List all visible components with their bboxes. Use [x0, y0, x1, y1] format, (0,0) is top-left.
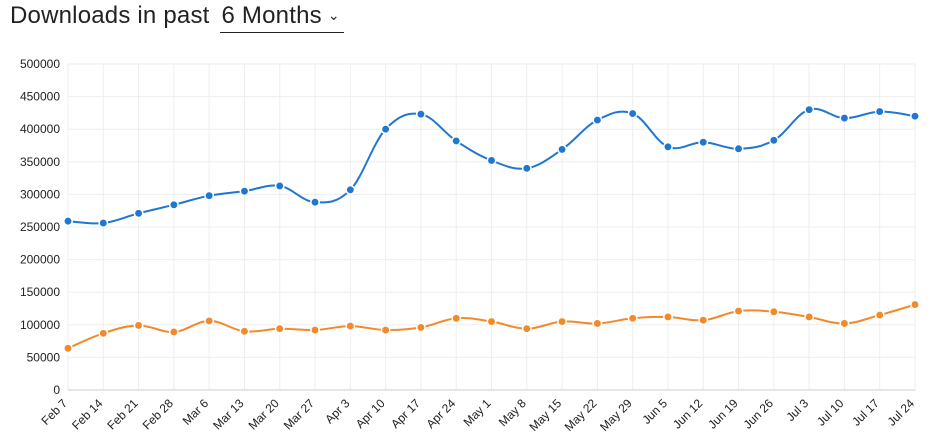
- series-2-point: [592, 318, 603, 329]
- x-tick-label: Apr 24: [423, 396, 458, 431]
- x-tick-label: Apr 3: [322, 396, 352, 426]
- series-1-point: [380, 124, 391, 135]
- y-tick-label: 100000: [20, 318, 60, 332]
- series-2-point: [557, 316, 568, 327]
- series-1-point: [451, 135, 462, 146]
- series-2-point: [204, 315, 215, 326]
- series-1-point: [557, 144, 568, 155]
- series-1-point: [168, 199, 179, 210]
- x-tick-label: Jul 24: [885, 396, 918, 429]
- series-2-point: [63, 343, 73, 354]
- y-tick-label: 500000: [20, 57, 60, 71]
- x-tick-label: Jun 19: [705, 396, 741, 432]
- series-2-point: [239, 326, 250, 337]
- series-1-point: [345, 184, 356, 195]
- x-tick-label: Jun 5: [639, 396, 670, 427]
- x-tick-label: Feb 14: [69, 396, 106, 433]
- series-2-point: [310, 325, 320, 335]
- series-2-point: [910, 299, 920, 310]
- series-2-point: [451, 313, 462, 324]
- series-1-point: [733, 143, 744, 154]
- series-2-point: [168, 327, 179, 337]
- y-tick-label: 0: [53, 383, 60, 397]
- x-tick-label: Apr 17: [388, 396, 423, 431]
- series-2-point: [698, 315, 709, 326]
- series-2-point: [733, 306, 744, 317]
- x-tick-label: Jun 12: [670, 396, 706, 432]
- series-2-point: [874, 310, 885, 320]
- x-tick-label: May 1: [461, 396, 494, 429]
- series-2-point: [768, 306, 779, 317]
- series-2-point: [98, 328, 109, 339]
- x-tick-label: Feb 21: [104, 396, 141, 433]
- chevron-down-icon: ⌄: [327, 7, 340, 23]
- series-1-point: [310, 197, 320, 208]
- series-1-point: [274, 180, 285, 191]
- series-1-point: [415, 109, 426, 120]
- series-2-point: [627, 313, 638, 324]
- series-2-point: [521, 323, 532, 334]
- series-1-point: [663, 141, 673, 152]
- x-tick-label: Jul 3: [783, 396, 811, 424]
- x-tick-label: May 8: [496, 396, 529, 429]
- series-1-point: [204, 190, 215, 201]
- y-tick-label: 300000: [20, 187, 60, 201]
- y-tick-label: 50000: [27, 350, 61, 364]
- x-tick-label: Mar 20: [246, 396, 283, 433]
- x-tick-label: May 15: [526, 396, 564, 434]
- series-1-point: [133, 208, 144, 219]
- x-tick-label: Jul 17: [849, 396, 882, 429]
- series-1-point: [627, 108, 638, 119]
- series-2-point: [133, 320, 144, 331]
- y-tick-label: 200000: [20, 253, 60, 267]
- x-tick-label: Jun 26: [741, 396, 777, 432]
- series-1-point: [768, 135, 779, 146]
- series-1-point: [98, 218, 109, 229]
- series-2-point: [380, 325, 391, 335]
- series-1-point: [910, 111, 920, 122]
- period-selected-value: 6 Months: [221, 2, 322, 29]
- x-tick-label: May 29: [597, 396, 635, 434]
- series-1-point: [63, 216, 73, 227]
- x-tick-label: Feb 7: [39, 396, 71, 428]
- chart-header: Downloads in past 6 Months ⌄: [10, 2, 344, 36]
- series-1-point: [521, 163, 532, 174]
- series-1-point: [839, 113, 850, 124]
- series-2-point: [486, 316, 497, 327]
- series-2-point: [415, 322, 426, 333]
- series-1-point: [592, 115, 603, 126]
- series-1-point: [698, 137, 709, 148]
- x-tick-label: May 22: [562, 396, 600, 434]
- series-2-point: [663, 312, 673, 322]
- y-tick-label: 150000: [20, 285, 60, 299]
- y-tick-label: 250000: [20, 220, 60, 234]
- series-2-point: [274, 323, 285, 334]
- x-tick-label: Apr 10: [353, 396, 388, 431]
- header-prefix: Downloads in past: [10, 2, 210, 29]
- series-2-point: [839, 318, 850, 329]
- y-tick-label: 450000: [20, 90, 60, 104]
- series-1-point: [239, 186, 250, 197]
- period-dropdown[interactable]: 6 Months ⌄: [219, 2, 344, 33]
- x-tick-label: Feb 28: [140, 396, 177, 433]
- y-tick-label: 400000: [20, 122, 60, 136]
- x-tick-label: Mar 13: [210, 396, 247, 433]
- x-tick-label: Mar 27: [281, 396, 318, 433]
- series-1-point: [804, 104, 815, 115]
- y-tick-label: 350000: [20, 155, 60, 169]
- x-tick-label: Mar 6: [180, 396, 212, 428]
- series-1-point: [874, 106, 885, 117]
- series-2-point: [804, 312, 815, 322]
- x-tick-label: Jul 10: [814, 396, 847, 429]
- series-1-point: [486, 155, 497, 166]
- series-2-point: [345, 321, 356, 332]
